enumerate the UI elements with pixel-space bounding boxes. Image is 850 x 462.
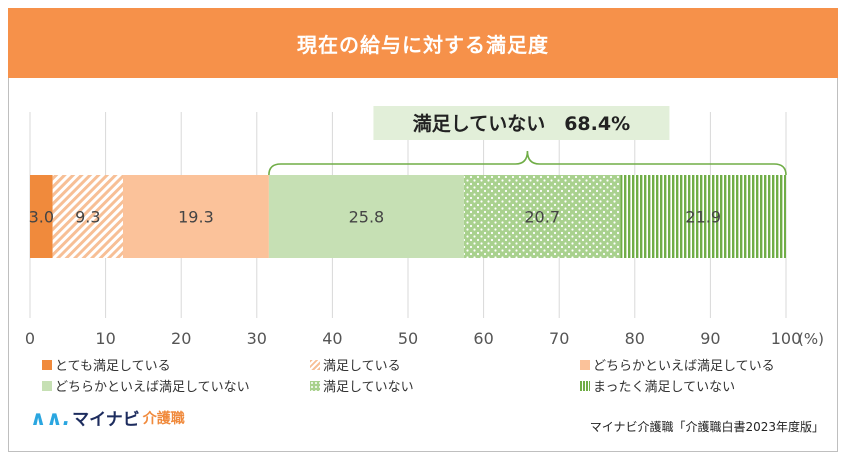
x-tick-label: 70 xyxy=(549,329,569,348)
annotation-label: 満足していない 68.4% xyxy=(413,113,630,135)
source-note: マイナビ介護職「介護職白書2023年度版」 xyxy=(589,420,824,434)
bar-value-label: 19.3 xyxy=(178,208,214,227)
legend-item: どちらかといえば満足していない xyxy=(42,376,250,395)
x-tick-label: 50 xyxy=(398,329,418,348)
legend-label: とても満足している xyxy=(55,359,171,374)
annotation-brace xyxy=(268,150,787,176)
bar-value-label: 20.7 xyxy=(524,208,560,227)
legend-label: どちらかといえば満足している xyxy=(593,359,775,374)
legend-swatch xyxy=(580,359,590,370)
bar-segment-1 xyxy=(30,175,53,258)
bar-value-label: 3.0 xyxy=(29,208,54,227)
legend-item: 満足している xyxy=(310,355,401,374)
x-tick-label: 60 xyxy=(473,329,493,348)
legend-swatch xyxy=(42,380,52,391)
x-axis-unit: (%) xyxy=(798,330,824,348)
legend-swatch xyxy=(310,359,320,370)
x-tick-label: 40 xyxy=(322,329,342,348)
legend-swatch xyxy=(42,359,52,370)
annotation-box xyxy=(373,106,670,140)
legend-item: まったく満足していない xyxy=(580,376,735,395)
bar-segment-5 xyxy=(463,175,621,258)
legend-item: 満足していない xyxy=(310,376,414,395)
legend-item: とても満足している xyxy=(42,355,171,374)
logo-mark-icon: ∧∧. xyxy=(30,405,71,430)
legend-swatch xyxy=(310,380,320,391)
bar-value-label: 9.3 xyxy=(75,208,100,227)
bar-value-label: 25.8 xyxy=(349,208,385,227)
brand-logo: ∧∧. マイナビ 介護職 xyxy=(30,405,185,431)
x-tick-label: 100 xyxy=(771,329,802,348)
chart-title: 現在の給与に対する満足度 xyxy=(297,32,549,57)
x-tick-label: 80 xyxy=(625,329,645,348)
bar-segment-6 xyxy=(620,175,786,258)
x-tick-label: 10 xyxy=(95,329,115,348)
logo-sub: 介護職 xyxy=(142,410,185,427)
x-tick-label: 30 xyxy=(247,329,267,348)
legend-item: どちらかといえば満足している xyxy=(580,355,775,374)
bar-value-label: 21.9 xyxy=(685,208,721,227)
legend-label: 満足している xyxy=(323,359,401,374)
x-tick-label: 0 xyxy=(25,329,35,348)
bar-segment-3 xyxy=(122,175,269,258)
legend-label: 満足していない xyxy=(323,380,414,395)
x-tick-label: 90 xyxy=(700,329,720,348)
title-banner: 現在の給与に対する満足度 xyxy=(8,8,838,78)
legend-label: まったく満足していない xyxy=(593,380,736,395)
x-tick-label: 20 xyxy=(171,329,191,348)
bar-segment-4 xyxy=(268,175,464,258)
legend-label: どちらかといえば満足していない xyxy=(55,380,250,395)
logo-name: マイナビ xyxy=(72,410,140,430)
bar-segment-2 xyxy=(52,175,123,258)
legend-swatch xyxy=(580,380,590,391)
